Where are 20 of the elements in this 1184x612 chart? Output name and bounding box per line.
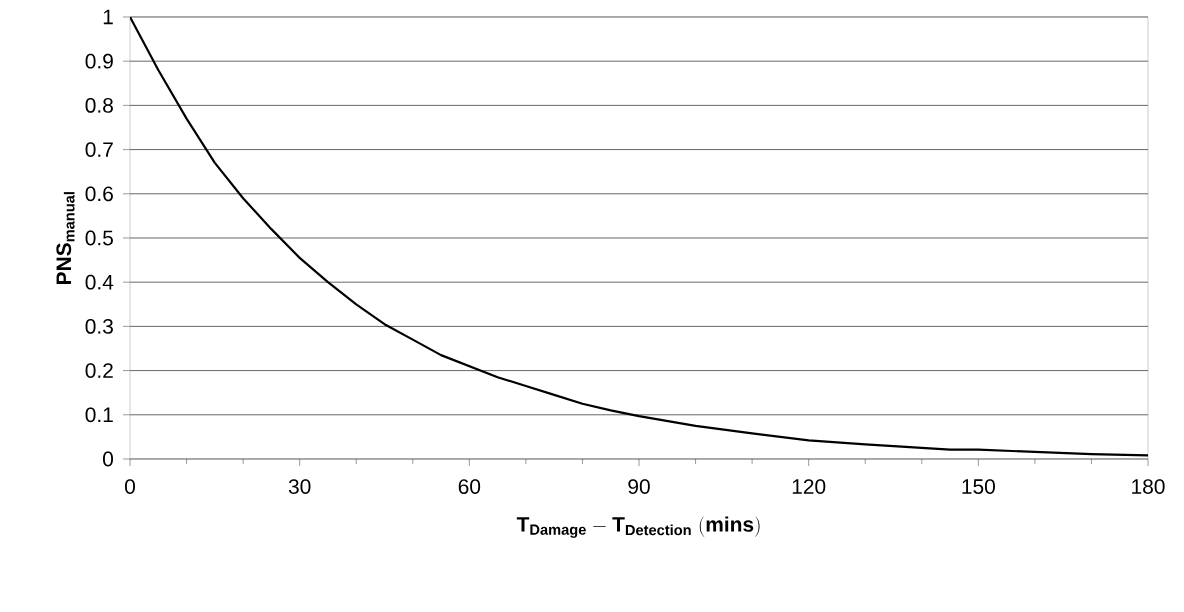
y-tick-label: 0.1 [85, 407, 113, 423]
y-tick-label: 1 [103, 9, 113, 25]
y-tick-label: 0.3 [85, 318, 113, 334]
x-tick-label: 0 [125, 479, 135, 494]
y-tick-label: 0.4 [85, 274, 114, 290]
y-tick-label: 0 [103, 451, 114, 467]
y-tick-label: 0.9 [85, 53, 113, 69]
y-tick-label: 0.2 [85, 363, 113, 378]
x-tick-label: 90 [628, 479, 650, 494]
y-tick-label: 0.8 [85, 97, 113, 113]
x-tick-label: 30 [288, 479, 311, 494]
y-tick-label: 0.5 [85, 230, 113, 246]
x-tick-label: 180 [1132, 479, 1165, 494]
y-tick-label: 0.6 [85, 186, 113, 202]
y-axis-title: PNS$_{manual}$ [56, 192, 75, 284]
x-tick-label: 150 [962, 479, 995, 494]
x-axis-title: $\mathbf{T_{Damage} - T_{Detection}\ (mins)}$ [516, 516, 760, 538]
x-tick-label: 120 [792, 479, 826, 494]
x-tick-label: 60 [458, 479, 481, 494]
y-tick-label: 0.7 [85, 142, 113, 157]
